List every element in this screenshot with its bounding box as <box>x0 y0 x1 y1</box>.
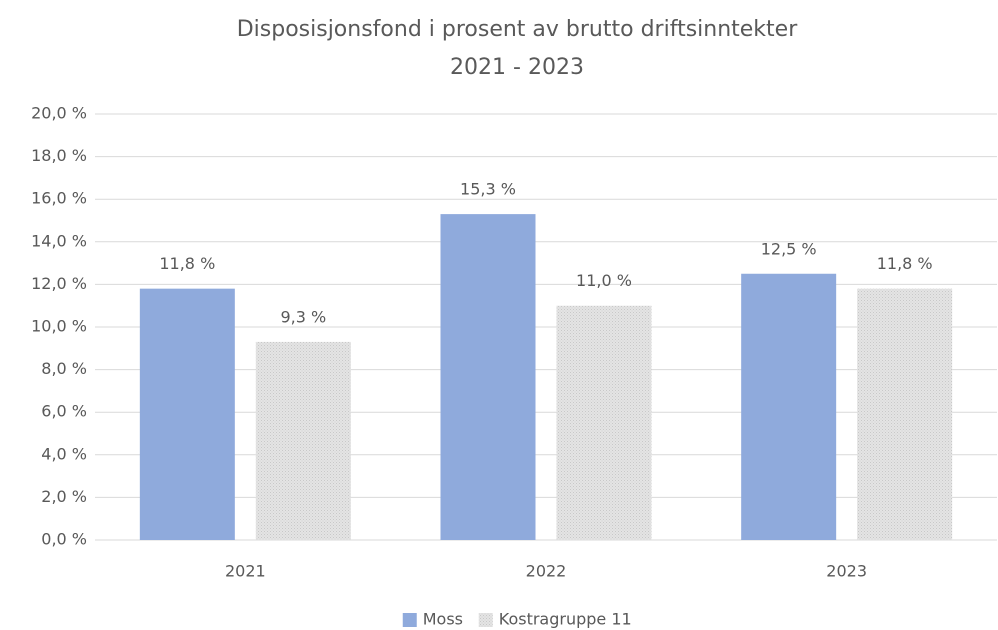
data-label: 11,8 % <box>159 254 215 273</box>
bar <box>255 341 351 540</box>
bar <box>556 305 652 540</box>
y-tick-label: 6,0 % <box>41 402 87 421</box>
bar <box>857 288 953 540</box>
chart-title: Disposisjonsfond i prosent av brutto dri… <box>237 17 798 42</box>
y-tick-label: 18,0 % <box>31 146 87 165</box>
data-label: 12,5 % <box>761 239 817 258</box>
legend-label: Moss <box>423 610 463 629</box>
y-tick-label: 10,0 % <box>31 317 87 336</box>
y-tick-label: 14,0 % <box>31 231 87 250</box>
bar <box>741 273 837 540</box>
data-label: 9,3 % <box>280 307 326 326</box>
x-tick-label: 2021 <box>225 562 266 581</box>
legend-label: Kostragruppe 11 <box>499 610 632 629</box>
data-label: 11,8 % <box>877 254 933 273</box>
x-tick-label: 2022 <box>526 562 567 581</box>
y-tick-label: 16,0 % <box>31 189 87 208</box>
legend-swatch <box>402 613 417 627</box>
data-label: 11,0 % <box>576 271 632 290</box>
bar <box>139 288 235 540</box>
y-tick-label: 8,0 % <box>41 359 87 378</box>
y-tick-label: 0,0 % <box>41 530 87 549</box>
legend-swatch <box>478 613 493 627</box>
bar <box>440 214 536 541</box>
y-tick-label: 12,0 % <box>31 274 87 293</box>
y-tick-label: 4,0 % <box>41 444 87 463</box>
data-label: 15,3 % <box>460 180 516 199</box>
chart-subtitle: 2021 - 2023 <box>450 55 584 80</box>
y-tick-label: 20,0 % <box>31 104 87 123</box>
y-tick-label: 2,0 % <box>41 487 87 506</box>
x-tick-label: 2023 <box>826 562 867 581</box>
